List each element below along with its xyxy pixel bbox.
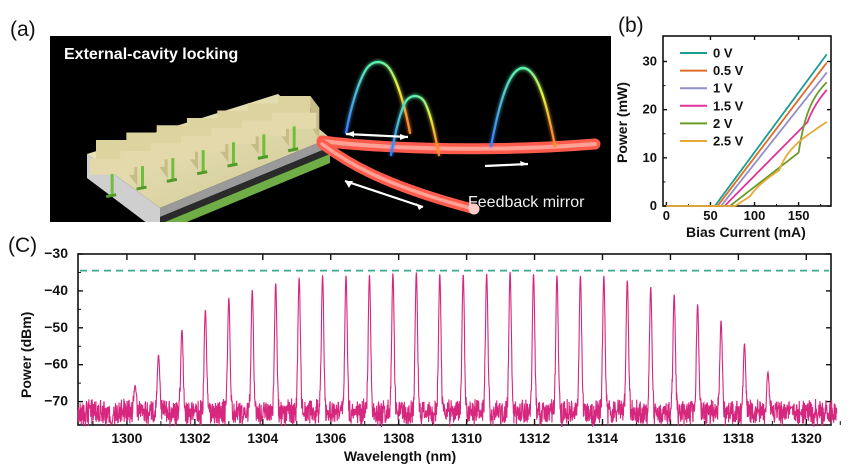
svg-text:1.5 V: 1.5 V: [713, 98, 744, 113]
svg-text:2.5 V: 2.5 V: [713, 134, 744, 149]
svg-text:−40: −40: [44, 282, 68, 298]
svg-text:1320: 1320: [791, 430, 822, 446]
svg-text:−30: −30: [44, 245, 68, 261]
svg-text:1310: 1310: [451, 430, 482, 446]
svg-text:50: 50: [703, 208, 717, 223]
svg-text:1308: 1308: [383, 430, 414, 446]
svg-text:0 V: 0 V: [713, 46, 733, 61]
svg-text:1306: 1306: [315, 430, 346, 446]
svg-text:2 V: 2 V: [713, 116, 733, 131]
svg-text:1300: 1300: [111, 430, 142, 446]
svg-text:0: 0: [650, 198, 657, 213]
svg-text:1316: 1316: [655, 430, 686, 446]
svg-text:1 V: 1 V: [713, 81, 733, 96]
svg-text:1318: 1318: [723, 430, 754, 446]
svg-text:−50: −50: [44, 319, 68, 335]
svg-text:100: 100: [744, 208, 766, 223]
svg-text:20: 20: [643, 102, 657, 117]
svg-text:150: 150: [788, 208, 810, 223]
svg-text:1314: 1314: [587, 430, 618, 446]
svg-text:1304: 1304: [247, 430, 278, 446]
svg-text:−70: −70: [44, 393, 68, 409]
svg-text:−60: −60: [44, 356, 68, 372]
svg-text:10: 10: [643, 150, 657, 165]
svg-text:1302: 1302: [179, 430, 210, 446]
svg-text:30: 30: [643, 53, 657, 68]
svg-text:1312: 1312: [519, 430, 550, 446]
svg-text:0.5 V: 0.5 V: [713, 63, 744, 78]
svg-text:0: 0: [663, 208, 670, 223]
